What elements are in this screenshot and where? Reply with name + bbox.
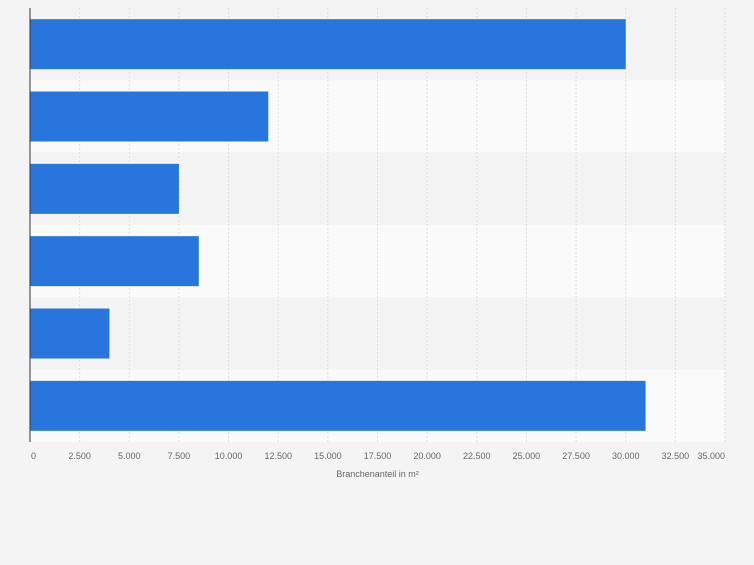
x-axis-label: Branchenanteil in m² (336, 469, 419, 479)
bar-6[interactable] (30, 380, 646, 431)
x-tick-label: 27.500 (562, 451, 590, 461)
gridlines (79, 8, 726, 442)
bar-2[interactable] (30, 91, 269, 142)
x-tick-label: 20.000 (413, 451, 441, 461)
x-tick-label: 32.500 (662, 451, 690, 461)
x-tick-label: 10.000 (215, 451, 243, 461)
bar-4[interactable] (30, 236, 199, 287)
x-tick-label: 12.500 (264, 451, 292, 461)
bar-5[interactable] (30, 308, 110, 359)
x-tick-label: 30.000 (612, 451, 640, 461)
x-tick-label: 35.000 (697, 451, 725, 461)
bar-1[interactable] (30, 19, 626, 70)
x-tick-labels: 0 2.500 5.000 7.500 10.000 12.500 15.000 17.500… (31, 451, 725, 461)
bar-3[interactable] (30, 163, 179, 214)
x-tick-label: 7.500 (168, 451, 191, 461)
x-tick-label: 25.000 (513, 451, 541, 461)
x-tick-label: 0 (31, 451, 36, 461)
x-tick-label: 22.500 (463, 451, 491, 461)
x-tick-label: 2.500 (68, 451, 91, 461)
x-tick-label: 17.500 (364, 451, 392, 461)
bars (30, 19, 646, 431)
x-tick-label: 5.000 (118, 451, 141, 461)
x-tick-label: 15.000 (314, 451, 342, 461)
